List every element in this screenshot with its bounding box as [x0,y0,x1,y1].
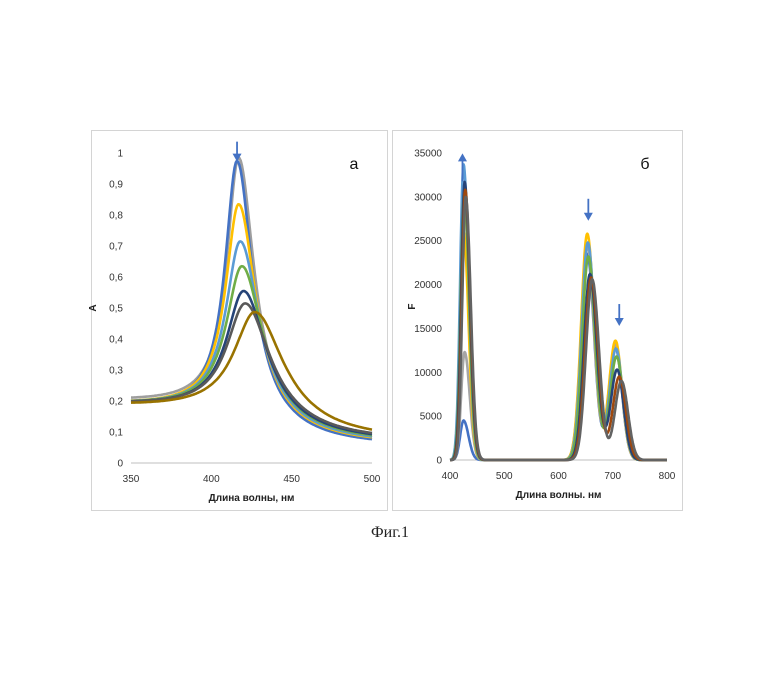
spectrum-line [450,164,667,460]
spectrum-line [450,190,667,460]
x-axis-title: Длина волны. нм [516,490,602,501]
x-tick-label: 400 [203,474,220,485]
y-tick-label: 0,7 [109,242,123,253]
spectrum-line [450,193,667,461]
y-tick-label: 0,9 [109,180,123,191]
y-tick-label: 15000 [414,324,442,335]
y-tick-label: 1 [117,149,123,160]
x-tick-label: 800 [659,471,676,482]
y-tick-label: 0 [436,456,442,467]
spectrum-line [131,303,372,433]
y-tick-label: 10000 [414,368,442,379]
x-axis-title: Длина волны, нм [209,493,295,504]
y-tick-label: 0,3 [109,366,123,377]
fluorescence-chart: 400 500 600 700 800 0 5000 10000 15000 20000 25000… [393,131,684,512]
y-tick-label: 0,8 [109,211,123,222]
x-tick-label: 700 [604,471,621,482]
absorbance-chart: 350 400 450 500 0 0,1 0,2 0,3 0,4 0,5 0,6 0,7 0,8 0,9… [92,131,389,512]
y-tick-label: 0,2 [109,397,123,408]
chart-panel-b: 400 500 600 700 800 0 5000 10000 15000 20000 25000… [392,130,683,511]
x-tick-label: 400 [442,471,459,482]
x-tick-label: 600 [550,471,567,482]
arrow-down-icon [615,304,624,326]
x-tick-label: 350 [123,474,140,485]
y-tick-label: 0 [117,459,123,470]
figure-caption: Фиг.1 [0,524,780,542]
y-tick-label: 0,6 [109,273,123,284]
y-tick-label: 0,1 [109,428,123,439]
spectrum-line [450,197,667,460]
x-tick-label: 500 [496,471,513,482]
spectrum-line [450,182,667,460]
spectrum-line [131,312,372,430]
x-tick-label: 500 [364,474,381,485]
x-tick-label: 450 [283,474,300,485]
panel-label: б [640,156,649,173]
arrow-down-icon [584,199,593,221]
spectrum-line [450,232,667,460]
y-tick-label: 0,4 [109,335,123,346]
spectrum-line [131,241,372,436]
y-tick-label: 20000 [414,280,442,291]
y-tick-label: 25000 [414,236,442,247]
y-axis-title: A [88,304,99,311]
y-tick-label: 0,5 [109,304,123,315]
panel-label: а [350,156,359,173]
y-tick-label: 5000 [420,412,443,423]
y-axis-title: F [407,303,418,309]
spectrum-line [450,245,667,460]
spectrum-line [450,254,667,460]
y-tick-label: 35000 [414,149,442,160]
y-tick-label: 30000 [414,192,442,203]
spectrum-line [131,266,372,435]
chart-panel-a: 350 400 450 500 0 0,1 0,2 0,3 0,4 0,5 0,6 0,7 0,8 0,9… [91,130,388,511]
